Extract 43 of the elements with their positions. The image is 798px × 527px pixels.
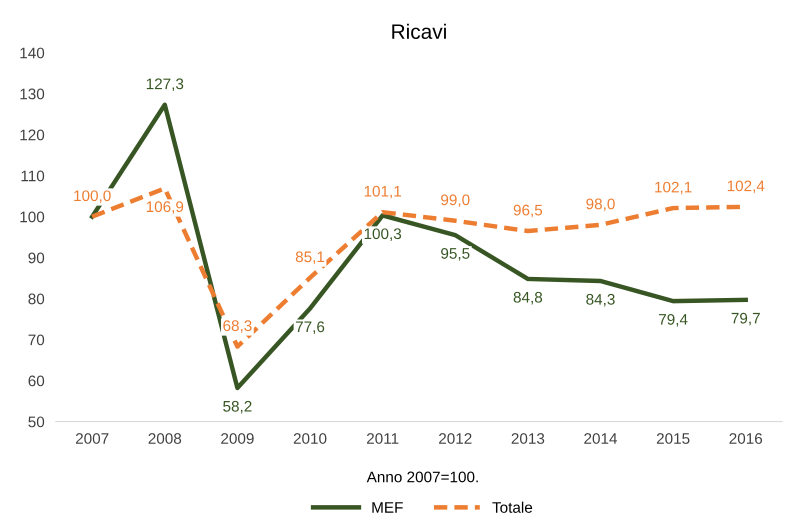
- text: Anno 2007=100.: [366, 472, 478, 482]
- y-tick-label: 130: [20, 88, 44, 100]
- data-label: 79,4: [659, 314, 688, 327]
- y-tick-label: 140: [20, 48, 44, 58]
- y-tick-label: 90: [28, 252, 44, 264]
- data-label: 84,3: [586, 294, 615, 307]
- data-label: 77,6: [296, 321, 324, 334]
- y-tick-label: 70: [28, 334, 44, 346]
- x-tick-label: 2012: [439, 433, 472, 444]
- data-label: 98,0: [586, 198, 615, 212]
- x-tick-label: 2009: [221, 433, 254, 444]
- y-tick-label: 110: [22, 170, 44, 182]
- data-label: 106,9: [146, 201, 184, 214]
- y-tick-label: 50: [28, 416, 44, 428]
- data-label: 84,8: [514, 292, 542, 304]
- data-label: 68,3: [223, 320, 252, 333]
- data-label: 95,5: [441, 248, 470, 261]
- data-label: 79,7: [732, 312, 760, 326]
- x-tick-label: 2007: [76, 433, 108, 444]
- data-label: 58,2: [223, 400, 252, 414]
- y-tick-label: 80: [28, 294, 44, 304]
- x-tick-label: 2010: [294, 433, 326, 444]
- x-tick-label: 2015: [656, 433, 690, 444]
- data-label: 127,3: [146, 78, 184, 92]
- legend-label: Totale: [492, 502, 532, 513]
- y-tick-label: 60: [28, 375, 44, 386]
- x-tick-label: 2011: [366, 433, 398, 444]
- x-tick-label: 2013: [512, 433, 544, 444]
- data-label: 100,0: [74, 190, 111, 203]
- data-label: 102,4: [728, 180, 764, 194]
- x-tick-label: 2014: [584, 433, 618, 444]
- x-tick-label: 2008: [148, 433, 182, 444]
- x-tick-label: 2016: [730, 433, 762, 444]
- chart-title: Ricavi: [392, 24, 446, 40]
- data-label: 101,1: [364, 186, 402, 198]
- data-label: 96,5: [514, 204, 542, 218]
- y-tick-label: 100: [20, 212, 44, 222]
- data-label: 99,0: [441, 194, 470, 208]
- data-label: 100,3: [364, 228, 402, 241]
- legend-label: MEF: [372, 502, 403, 513]
- y-tick-label: 120: [20, 130, 44, 140]
- data-label: 85,1: [296, 251, 324, 264]
- data-label: 102,1: [655, 182, 692, 194]
